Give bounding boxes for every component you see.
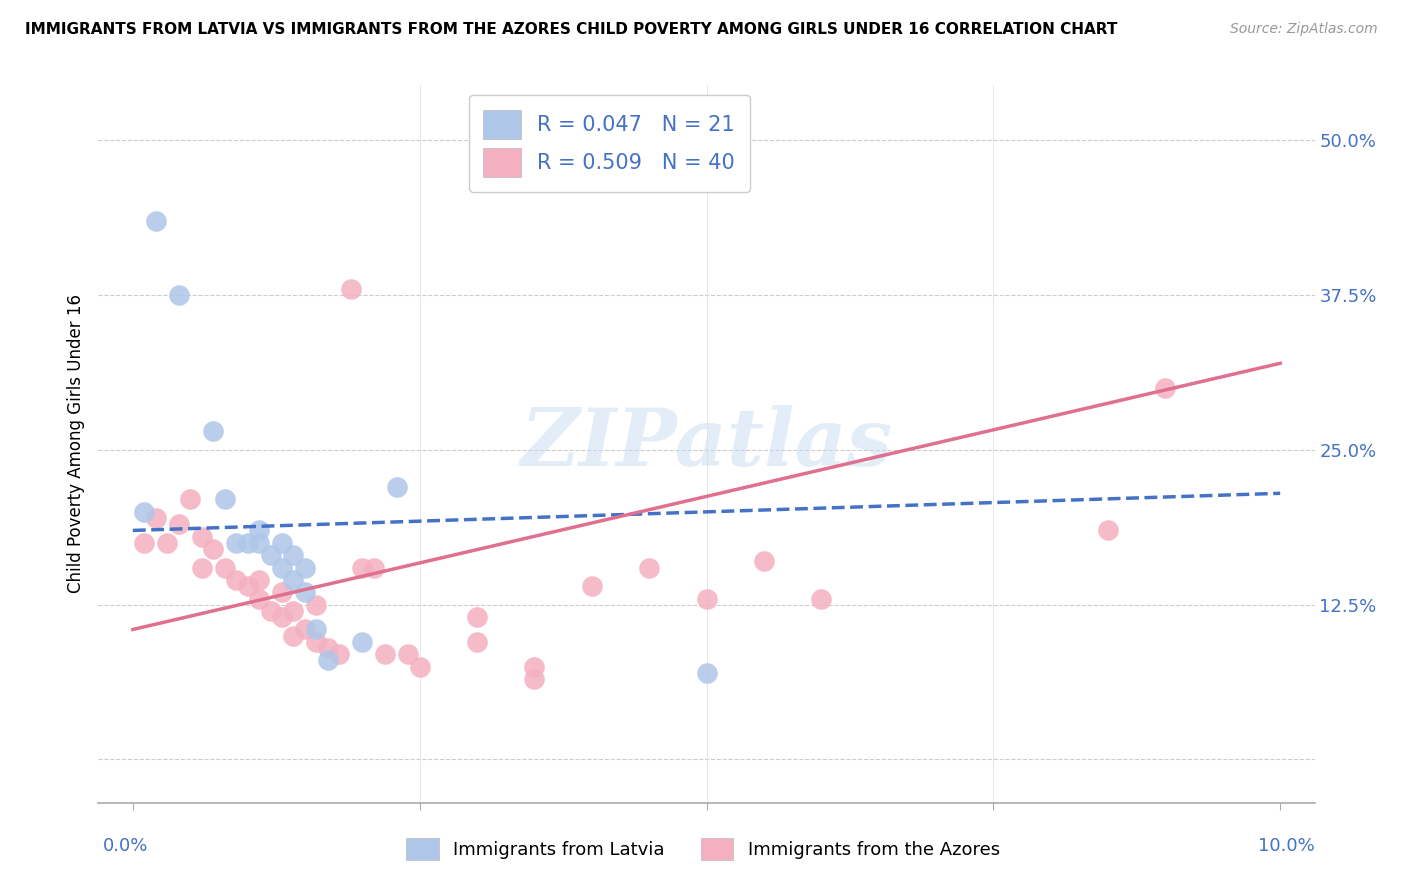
- Point: [283, 548, 305, 562]
- Point: [259, 548, 281, 562]
- Point: [294, 585, 316, 599]
- Point: [156, 536, 179, 550]
- Point: [190, 560, 212, 574]
- Point: [294, 623, 316, 637]
- Point: [283, 629, 305, 643]
- Point: [283, 604, 305, 618]
- Text: IMMIGRANTS FROM LATVIA VS IMMIGRANTS FROM THE AZORES CHILD POVERTY AMONG GIRLS U: IMMIGRANTS FROM LATVIA VS IMMIGRANTS FRO…: [25, 22, 1118, 37]
- Point: [225, 573, 247, 587]
- Point: [363, 560, 385, 574]
- Point: [294, 560, 316, 574]
- Point: [271, 610, 294, 624]
- Point: [752, 554, 775, 568]
- Point: [214, 492, 236, 507]
- Point: [202, 425, 225, 439]
- Point: [465, 610, 488, 624]
- Point: [352, 560, 374, 574]
- Point: [696, 665, 718, 680]
- Point: [1154, 381, 1177, 395]
- Point: [145, 511, 167, 525]
- Point: [316, 653, 339, 667]
- Point: [374, 647, 396, 661]
- Text: ZIPatlas: ZIPatlas: [520, 405, 893, 483]
- Point: [190, 530, 212, 544]
- Point: [316, 641, 339, 656]
- Legend: Immigrants from Latvia, Immigrants from the Azores: Immigrants from Latvia, Immigrants from …: [399, 830, 1007, 867]
- Point: [465, 635, 488, 649]
- Point: [352, 635, 374, 649]
- Point: [1097, 524, 1119, 538]
- Text: 0.0%: 0.0%: [103, 837, 148, 855]
- Point: [225, 536, 247, 550]
- Point: [247, 536, 270, 550]
- Point: [328, 647, 350, 661]
- Text: Source: ZipAtlas.com: Source: ZipAtlas.com: [1230, 22, 1378, 37]
- Point: [167, 288, 190, 302]
- Point: [247, 524, 270, 538]
- Point: [236, 536, 259, 550]
- Text: 10.0%: 10.0%: [1258, 837, 1315, 855]
- Point: [408, 659, 430, 673]
- Point: [236, 579, 259, 593]
- Point: [214, 560, 236, 574]
- Point: [247, 591, 270, 606]
- Point: [271, 585, 294, 599]
- Y-axis label: Child Poverty Among Girls Under 16: Child Poverty Among Girls Under 16: [66, 294, 84, 593]
- Legend: R = 0.047   N = 21, R = 0.509   N = 40: R = 0.047 N = 21, R = 0.509 N = 40: [468, 95, 749, 192]
- Point: [179, 492, 201, 507]
- Point: [305, 623, 328, 637]
- Point: [145, 214, 167, 228]
- Point: [638, 560, 661, 574]
- Point: [271, 536, 294, 550]
- Point: [305, 635, 328, 649]
- Point: [810, 591, 832, 606]
- Point: [305, 598, 328, 612]
- Point: [259, 604, 281, 618]
- Point: [202, 541, 225, 556]
- Point: [523, 672, 546, 686]
- Point: [134, 505, 156, 519]
- Point: [134, 536, 156, 550]
- Point: [167, 517, 190, 532]
- Point: [340, 282, 363, 296]
- Point: [247, 573, 270, 587]
- Point: [271, 560, 294, 574]
- Point: [396, 647, 419, 661]
- Point: [523, 659, 546, 673]
- Point: [581, 579, 603, 593]
- Point: [385, 480, 408, 494]
- Point: [696, 591, 718, 606]
- Point: [283, 573, 305, 587]
